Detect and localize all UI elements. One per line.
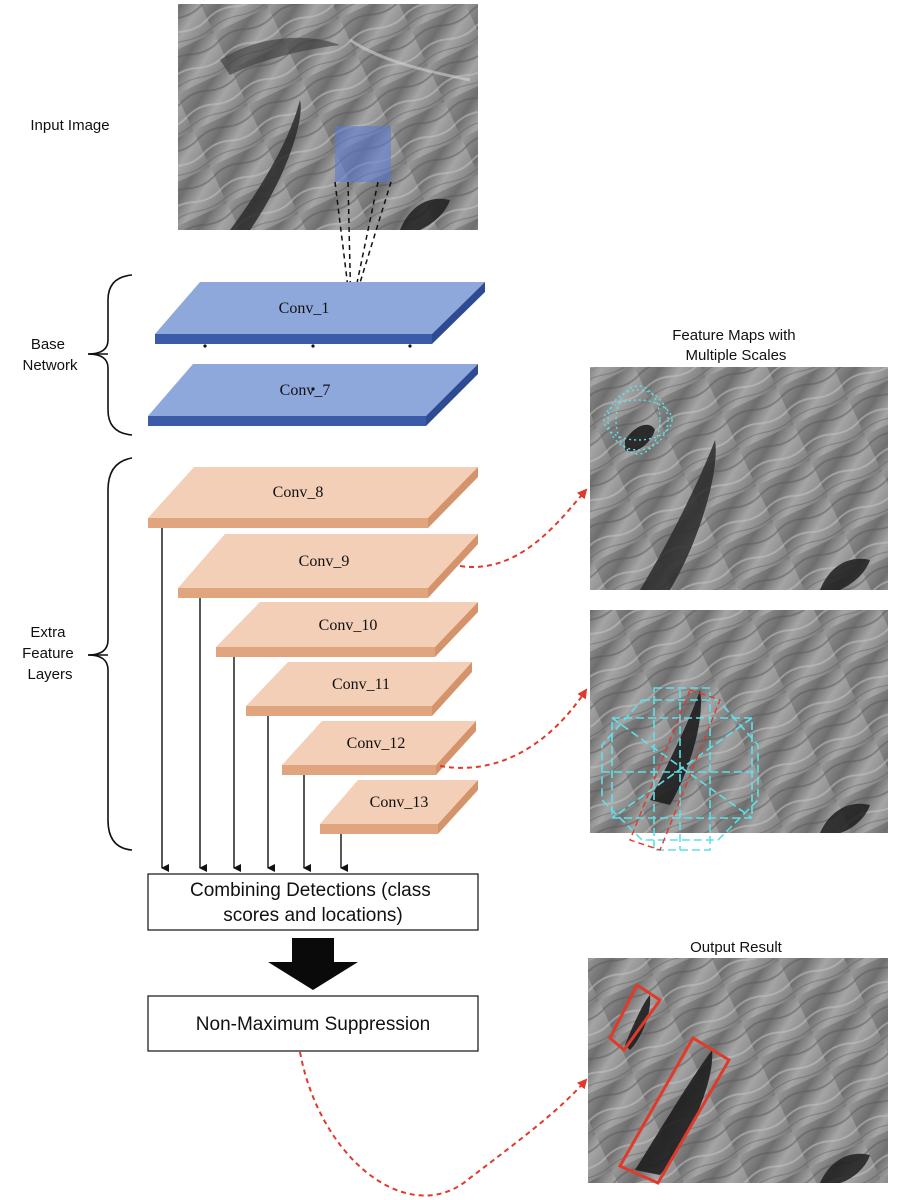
output-result-image (588, 958, 888, 1185)
detection-boxes (608, 982, 732, 1185)
input-image (178, 4, 478, 230)
base-layer-conv-1: Conv_1 (155, 282, 485, 344)
input-image-label: Input Image (30, 117, 109, 134)
extra-layer-conv-9: Conv_9 (178, 534, 478, 598)
input-patch (335, 126, 391, 182)
extra-layers-brace (87, 457, 133, 851)
detection-arrows (161, 528, 348, 872)
extra-layers-label: Extra Feature Layers (22, 624, 78, 683)
detection-box-small (608, 982, 663, 1053)
conv-8-label: Conv_8 (273, 484, 324, 501)
conv-1-label: Conv_1 (279, 300, 330, 317)
cyan-default-boxes (601, 687, 759, 851)
red-default-boxes (629, 689, 721, 851)
big-down-arrow (268, 938, 358, 990)
conv-13-label: Conv_13 (370, 794, 429, 811)
nms-label: Non-Maximum Suppression (196, 1014, 430, 1035)
conv-11-label: Conv_11 (332, 676, 390, 693)
extra-layer-conv-13: Conv_13 (320, 780, 478, 834)
extra-layer-conv-12: Conv_12 (282, 721, 476, 775)
base-network-label: Base Network (22, 336, 78, 374)
output-result-title: Output Result (690, 939, 783, 956)
extra-layer-conv-10: Conv_10 (216, 602, 478, 657)
base-network-brace (87, 274, 133, 436)
conv-9-label: Conv_9 (299, 553, 350, 570)
nms-box: Non-Maximum Suppression (147, 995, 479, 1052)
feature-map-large-scale (590, 610, 888, 851)
detection-box-large (617, 1035, 732, 1185)
conv-12-label: Conv_12 (347, 735, 406, 752)
conv-7-label: Conv_7 (280, 382, 331, 399)
extra-layer-conv-11: Conv_11 (246, 662, 472, 716)
feature-maps-title: Feature Maps with Multiple Scales (672, 327, 800, 364)
base-layer-conv-7: Conv_7 (148, 364, 478, 426)
combining-detections-label: Combining Detections (class scores and l… (190, 880, 436, 926)
conv-10-label: Conv_10 (319, 617, 378, 634)
red-dashed-connectors (299, 488, 588, 1197)
feature-map-small-scale (590, 367, 888, 590)
combining-detections-box: Combining Detections (class scores and l… (147, 873, 479, 931)
extra-layer-conv-8: Conv_8 (148, 467, 478, 528)
cyan-anchor-points (603, 385, 673, 455)
